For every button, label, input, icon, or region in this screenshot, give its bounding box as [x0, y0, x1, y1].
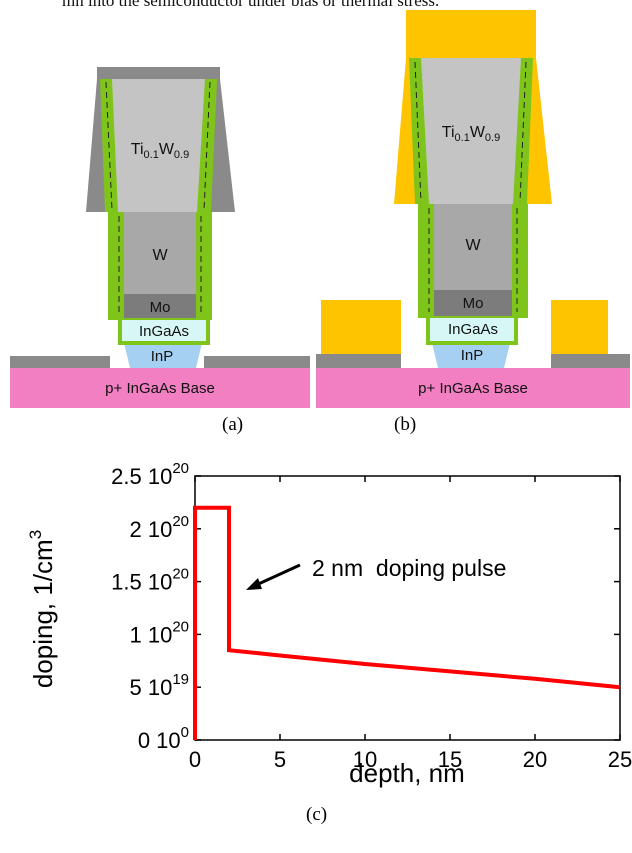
- plot-frame: [194, 475, 621, 741]
- dielectric-right: [204, 356, 310, 368]
- x-axis-label: depth, nm: [349, 758, 465, 788]
- y-tick-label: 1.5 1020: [111, 566, 189, 595]
- ingaas-label: InGaAs: [448, 321, 498, 338]
- w-layer: [434, 204, 512, 290]
- y-axis-label: doping, 1/cm3: [26, 530, 58, 688]
- w-label: W: [465, 237, 481, 254]
- dielectric-right: [551, 354, 630, 368]
- w-layer: [124, 212, 196, 294]
- inp-label: InP: [461, 347, 484, 364]
- mo-label: Mo: [150, 299, 171, 316]
- x-tick-label: 5: [274, 747, 286, 772]
- x-tick-label: 10: [353, 747, 377, 772]
- diagram-a: Ti0.1W0.9 W Mo InGaAs InP p+ InGaAs Base: [10, 67, 310, 408]
- base-layer: [316, 368, 630, 408]
- tiw-label: Ti0.1W0.9: [131, 141, 189, 161]
- dielectric-left: [10, 356, 110, 368]
- annotation-arrow: [253, 563, 301, 588]
- base-label: p+ InGaAs Base: [418, 380, 528, 397]
- x-tick-label: 15: [438, 747, 462, 772]
- base-layer: [10, 368, 310, 408]
- inp-layer: [432, 343, 510, 368]
- y-tick-label: 1 1020: [129, 618, 189, 647]
- y-tick-label: 5 1019: [129, 671, 189, 700]
- w-label: W: [152, 247, 168, 264]
- diagram-b: Ti0.1W0.9 W Mo InGaAs InP p+ InGaAs Base: [316, 10, 630, 408]
- x-tick-label: 25: [608, 747, 632, 772]
- tiw-label: Ti0.1W0.9: [442, 124, 500, 144]
- caption-b: (b): [394, 414, 417, 435]
- inp-layer: [124, 343, 202, 368]
- dielectric-left: [316, 354, 401, 368]
- caption-c: (c): [306, 804, 328, 825]
- mo-layer: [124, 294, 196, 318]
- inp-label: InP: [151, 348, 174, 365]
- x-tick-label: 20: [523, 747, 547, 772]
- mo-label: Mo: [463, 295, 484, 312]
- base-contact-right: [551, 300, 608, 354]
- y-axis: 0 100 5 1019 1 1020 1.5 1020 2 1020 2.5 1020: [111, 460, 620, 753]
- tiw-layer: [112, 79, 205, 212]
- liner-dash-right-top: [519, 61, 527, 203]
- y-tick-label: 2 1020: [129, 513, 189, 542]
- x-axis: 0 5 10 15 20 25: [189, 476, 632, 772]
- top-text: mn into the semiconductor under bias or …: [62, 0, 440, 10]
- ingaas-layer: [426, 314, 518, 345]
- y-tick-label: 2.5 1020: [111, 460, 189, 489]
- base-contact-left: [321, 300, 401, 354]
- doping-curve: [193, 505, 621, 740]
- x-tick-label: 0: [189, 747, 201, 772]
- annotation-arrowhead: [246, 578, 262, 590]
- ingaas-label: InGaAs: [139, 323, 189, 340]
- liner-dash-right-top: [203, 81, 211, 211]
- base-label: p+ InGaAs Base: [105, 380, 215, 397]
- tiw-layer: [421, 58, 521, 204]
- y-tick-label: 0 100: [138, 724, 189, 753]
- caption-a: (a): [222, 414, 244, 435]
- liner-dash-left-top: [414, 61, 422, 203]
- mo-layer: [434, 290, 512, 316]
- liner-dash-left-top: [105, 81, 113, 211]
- annotation-text: 2 nm doping pulse: [312, 555, 506, 581]
